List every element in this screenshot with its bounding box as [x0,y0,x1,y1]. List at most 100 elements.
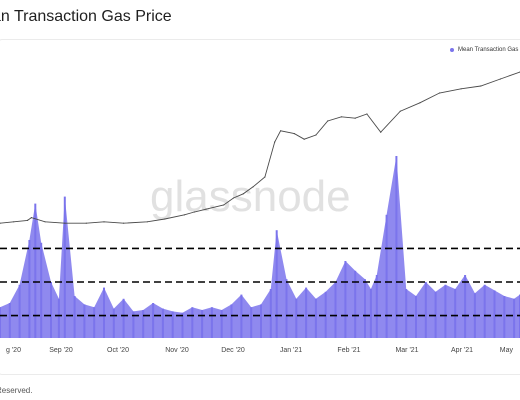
gas-bar [0,307,1,338]
price-point [146,221,148,223]
chart-legend[interactable]: Mean Transaction Gas [450,47,518,53]
price-point [205,208,207,210]
gas-bar [83,304,86,338]
price-point [380,131,382,133]
x-tick-label: Apr '21 [451,347,473,354]
gas-bar [73,296,76,338]
x-tick-label: g '20 [6,347,21,354]
gas-bar [364,279,366,338]
gas-bar [275,230,278,338]
gas-bar [230,304,233,338]
price-point [123,222,125,224]
price-point [0,222,1,224]
price-point [438,92,441,94]
x-tick-label: Oct '20 [107,347,129,354]
gas-bar [142,310,145,338]
gas-bar [34,203,37,338]
price-point [26,219,29,221]
price-point [242,193,244,195]
line-layer [0,71,520,224]
gas-bar [250,307,253,338]
price-point [103,221,105,223]
gas-bar [240,294,243,338]
price-point [354,117,356,119]
x-tick-label: Jan '21 [280,347,302,354]
gas-bar [483,284,486,338]
gas-bar [220,310,223,338]
x-axis-ticks: g '20 Sep '20 Oct '20 Nov '20 Dec '20 Jan '21… [6,347,513,354]
x-tick-label: May [500,347,514,354]
gas-bar [305,287,308,338]
gas-bar [334,282,337,338]
gas-bar [464,275,467,338]
gas-bar [513,298,516,338]
price-point [419,102,421,104]
x-tick-label: Dec '20 [221,347,245,354]
gas-bar [493,290,496,338]
x-tick-label: Nov '20 [165,347,189,354]
price-point [340,116,342,118]
gas-bar [28,240,31,338]
gas-bar [405,289,408,338]
gas-bar [260,304,262,338]
price-point [366,113,368,115]
gas-bar [171,311,174,338]
price-point [460,88,462,90]
gas-bar [112,308,115,338]
price-point [499,78,501,80]
gas-bar [132,311,135,338]
chart-title: an Transaction Gas Price [0,8,172,25]
price-point [399,110,401,112]
price-point [164,218,166,220]
price-point [30,217,32,219]
gas-bar [454,289,457,338]
gas-bar [93,307,96,338]
gas-bar [103,287,105,338]
price-point [293,133,295,135]
gas-bar [57,298,60,338]
gas-area [0,156,520,338]
price-point [480,85,482,87]
price-point [303,138,305,140]
x-tick-label: Sep '20 [49,347,73,354]
gas-bar [40,242,43,338]
gas-bar [161,308,164,338]
reference-lines [0,247,520,317]
gas-bar [314,298,317,338]
watermark-logo: glassnode [150,172,351,221]
price-point [13,221,15,223]
gas-bar [503,296,506,338]
price-point [85,222,87,224]
price-point [232,197,235,199]
gas-bar [295,298,298,338]
gas-bar [8,303,11,338]
price-point [327,120,329,122]
gas-bar [152,303,155,338]
gas-bar [415,296,417,338]
gas-bar [122,298,125,338]
legend-label: Mean Transaction Gas [458,47,519,53]
gas-bar [63,196,66,338]
gas-bar [18,284,21,338]
gas-bar [344,261,347,338]
gas-bar [354,270,357,338]
gas-bar [385,214,388,338]
gas-bar [424,282,427,338]
gas-bar [285,279,288,338]
x-tick-label: Feb '21 [337,347,360,354]
gas-bar [181,312,184,338]
gas-bar [369,289,372,338]
price-line [0,71,520,224]
footer-copyright: Reserved. [0,386,33,395]
price-point [274,141,276,143]
gas-bar [444,284,447,338]
gas-bar [210,307,213,338]
price-point [183,214,186,216]
price-point [223,204,225,206]
x-tick-label: Mar '21 [395,347,418,354]
price-point [44,221,46,223]
price-point [252,186,254,188]
bars-layer [0,156,520,338]
gas-bar [269,289,272,338]
